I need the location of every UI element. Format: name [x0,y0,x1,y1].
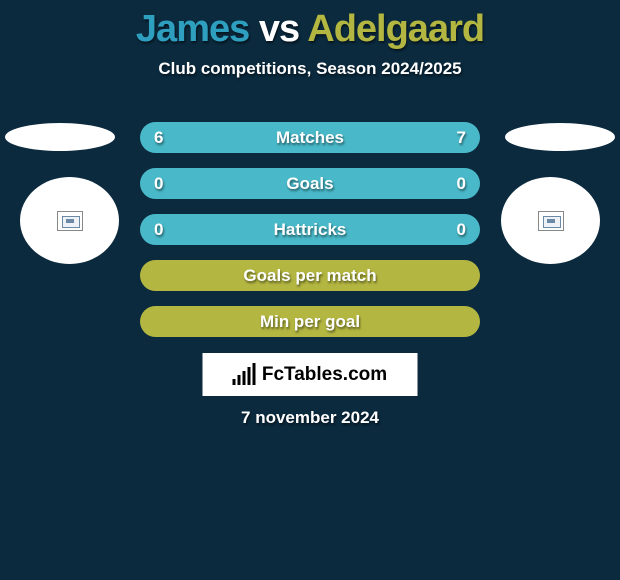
country-flag-icon [57,211,83,231]
logo-text: FcTables.com [262,364,387,386]
stat-row-goals-per-match: Goals per match [140,260,480,291]
stats-panel: 6 Matches 7 0 Goals 0 0 Hattricks 0 Goal… [140,122,480,352]
player2-ellipse [505,123,615,151]
stat-right-value: 7 [457,128,466,148]
logo-bars-icon [233,365,256,385]
stat-row-hattricks: 0 Hattricks 0 [140,214,480,245]
stat-label: Goals [286,174,333,194]
stat-label: Goals per match [243,266,376,286]
player1-ellipse [5,123,115,151]
subtitle: Club competitions, Season 2024/2025 [0,59,620,79]
title-player1: James [136,8,249,50]
stat-row-goals: 0 Goals 0 [140,168,480,199]
stat-left-value: 0 [154,220,163,240]
stat-row-min-per-goal: Min per goal [140,306,480,337]
player2-avatar [501,177,600,264]
stat-right-value: 0 [457,174,466,194]
player1-avatar [20,177,119,264]
stat-label: Hattricks [274,220,347,240]
country-flag-icon [538,211,564,231]
stat-row-matches: 6 Matches 7 [140,122,480,153]
title-vs: vs [259,8,299,50]
stat-label: Min per goal [260,312,360,332]
stat-label: Matches [276,128,344,148]
comparison-title: James vs Adelgaard [0,0,620,51]
fctables-logo: FcTables.com [203,353,418,396]
stat-right-value: 0 [457,220,466,240]
title-player2: Adelgaard [307,8,484,50]
stat-left-value: 0 [154,174,163,194]
stat-left-value: 6 [154,128,163,148]
date-label: 7 november 2024 [0,408,620,428]
